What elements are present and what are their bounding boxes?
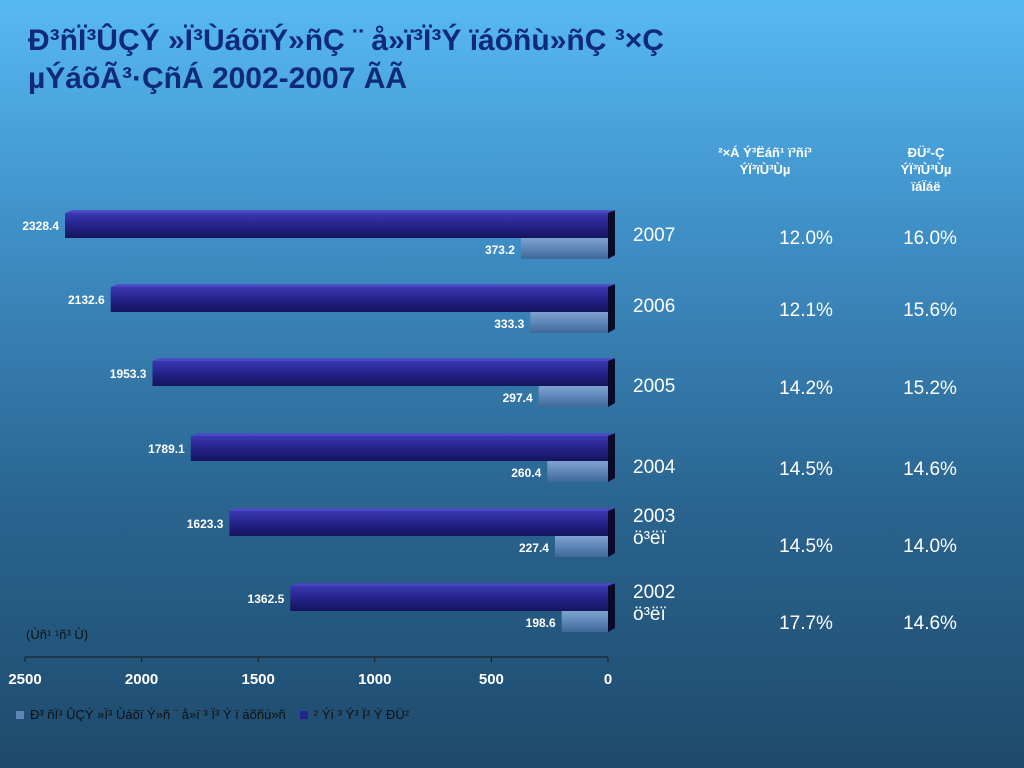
bar-light-2003 xyxy=(554,536,608,557)
data-label-light-2007: 373.2 xyxy=(485,243,515,257)
growth-pct-2006: 12.1% xyxy=(779,300,833,321)
bar-dark-top-2004 xyxy=(190,433,616,436)
bar-dark-2004 xyxy=(190,436,609,461)
bar-side-2002 xyxy=(608,583,615,632)
growth-prev-year-header: ²×Á Ý³Ëáñ¹ ï³ñí³ ÝÏ³ïÙ³Ùµ xyxy=(718,145,812,177)
gdp-share-2003: 14.0% xyxy=(903,536,957,557)
gdp-share-2005: 15.2% xyxy=(903,378,957,399)
bar-dark-top-2002 xyxy=(290,583,615,586)
data-label-dark-2006: 2132.6 xyxy=(68,293,105,307)
legend-label-series1: Ð³ ñÏ³ ÛÇÝ »Ï³ Ùáõï Ý»ñ ¨ å»ï ³ Ï³ Ý ï á… xyxy=(30,707,286,722)
bar-light-2006 xyxy=(530,312,608,333)
legend-item-series1: Ð³ ñÏ³ ÛÇÝ »Ï³ Ùáõï Ý»ñ ¨ å»ï ³ Ï³ Ý ï á… xyxy=(16,707,286,722)
bar-dark-2003 xyxy=(229,511,608,536)
bar-dark-2007 xyxy=(65,213,609,238)
bar-dark-2002 xyxy=(290,586,608,611)
bar-dark-top-2003 xyxy=(229,508,615,511)
data-label-light-2006: 333.3 xyxy=(494,317,524,331)
bar-dark-top-2006 xyxy=(110,284,616,287)
gdp-share-header: ÐÜ²-Ç ÝÏ³ïÙ³Ùµ ïáÏáë xyxy=(900,145,952,194)
bar-dark-top-2005 xyxy=(152,358,616,361)
data-label-dark-2002: 1362.5 xyxy=(248,592,285,606)
x-tick-label-1500: 1500 xyxy=(242,671,275,688)
bar-side-2007 xyxy=(608,210,615,259)
bar-side-2004 xyxy=(608,433,615,482)
bar-light-2004 xyxy=(547,461,608,482)
bar-light-2005 xyxy=(538,386,608,407)
x-tick-label-1000: 1000 xyxy=(358,671,391,688)
gdp-share-2002: 14.6% xyxy=(903,613,957,634)
legend-label-series2: ² Ýí ³ Ý³ Ï³ Ý ÐÜ² xyxy=(313,707,410,722)
data-label-light-2005: 297.4 xyxy=(503,391,533,405)
growth-pct-2003: 14.5% xyxy=(779,536,833,557)
bar-dark-top-2007 xyxy=(65,210,616,213)
legend-item-series2: ² Ýí ³ Ý³ Ï³ Ý ÐÜ² xyxy=(299,707,410,722)
bar-light-2007 xyxy=(520,238,608,259)
unit-note: (Ùñ¹ ¹ñ³ Ù) xyxy=(26,627,89,642)
bar-side-2005 xyxy=(608,358,615,407)
data-label-dark-2005: 1953.3 xyxy=(110,367,147,381)
data-label-light-2004: 260.4 xyxy=(511,466,541,480)
data-label-dark-2007: 2328.4 xyxy=(22,219,59,233)
bar-side-2003 xyxy=(608,508,615,557)
legend-swatch-dark xyxy=(299,710,308,719)
year-label-2003: 2003 ö³ëï xyxy=(633,506,676,549)
data-label-light-2003: 227.4 xyxy=(519,541,549,555)
gdp-share-2004: 14.6% xyxy=(903,459,957,480)
bar-dark-2006 xyxy=(110,287,609,312)
year-label-2002: 2002 ö³ëï xyxy=(633,582,676,625)
x-tick-label-2000: 2000 xyxy=(125,671,158,688)
x-tick-label-500: 500 xyxy=(479,671,504,688)
x-tick-label-2500: 2500 xyxy=(8,671,41,688)
growth-pct-2004: 14.5% xyxy=(779,459,833,480)
data-label-light-2002: 198.6 xyxy=(526,616,556,630)
growth-pct-2005: 14.2% xyxy=(779,378,833,399)
growth-pct-2002: 17.7% xyxy=(779,613,833,634)
chart-legend: Ð³ ñÏ³ ÛÇÝ »Ï³ Ùáõï Ý»ñ ¨ å»ï ³ Ï³ Ý ï á… xyxy=(16,707,423,722)
bar-light-2002 xyxy=(561,611,608,632)
chart-title: Ð³ñÏ³ÛÇÝ »Ï³ÙáõïÝ»ñÇ ¨ å»ï³Ï³Ý ïáõñù»ñÇ … xyxy=(28,24,664,95)
year-label-2004: 2004 xyxy=(633,457,676,478)
growth-pct-2007: 12.0% xyxy=(779,228,833,249)
year-label-2007: 2007 xyxy=(633,225,676,246)
bar-dark-2005 xyxy=(152,361,609,386)
x-tick-label-0: 0 xyxy=(604,671,612,688)
data-label-dark-2004: 1789.1 xyxy=(148,442,185,456)
year-label-2005: 2005 xyxy=(633,376,676,397)
legend-swatch-light xyxy=(16,710,24,719)
bar-side-2006 xyxy=(608,284,615,333)
gdp-share-2007: 16.0% xyxy=(903,228,957,249)
data-label-dark-2003: 1623.3 xyxy=(187,517,224,531)
year-label-2006: 2006 xyxy=(633,296,676,317)
gdp-share-2006: 15.6% xyxy=(903,300,957,321)
